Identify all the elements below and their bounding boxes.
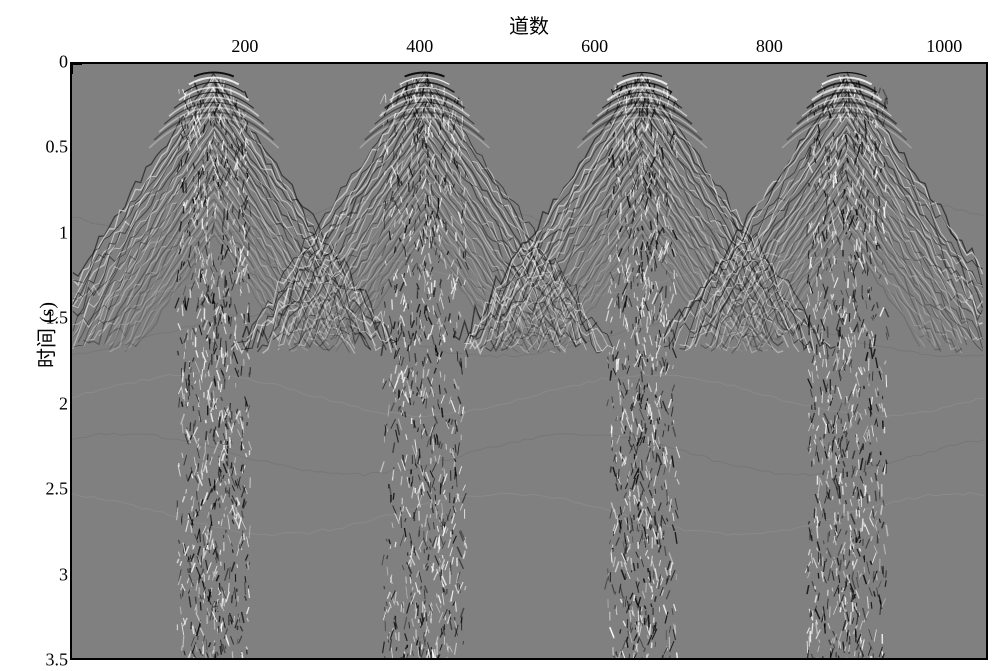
- x-axis-title: 道数: [70, 10, 988, 39]
- y-tick-label: 0.5: [46, 137, 69, 158]
- y-tick-label: 3.5: [46, 650, 69, 671]
- x-axis-ticks: 200 400 600 800 1000: [70, 36, 988, 58]
- y-tick-label: 1.5: [46, 308, 69, 329]
- y-tick-label: 3: [59, 564, 68, 585]
- y-tick-label: 2.5: [46, 479, 69, 500]
- y-tick-label: 0: [59, 52, 68, 73]
- plot-area: [70, 62, 988, 660]
- seismic-shot-gather-chart: 道数 2004006008001000 时间 (s) 00.511.522.53…: [70, 10, 988, 660]
- y-tick-label: 2: [59, 393, 68, 414]
- y-axis-ticks: 00.511.522.533.5: [34, 62, 68, 660]
- x-tick-label: 1000: [926, 36, 962, 57]
- x-tick-label: 800: [756, 36, 783, 57]
- x-tick-label: 400: [406, 36, 433, 57]
- y-tick-label: 1: [59, 222, 68, 243]
- x-tick-label: 600: [581, 36, 608, 57]
- seismic-image: [72, 64, 986, 658]
- x-tick-label: 200: [231, 36, 258, 57]
